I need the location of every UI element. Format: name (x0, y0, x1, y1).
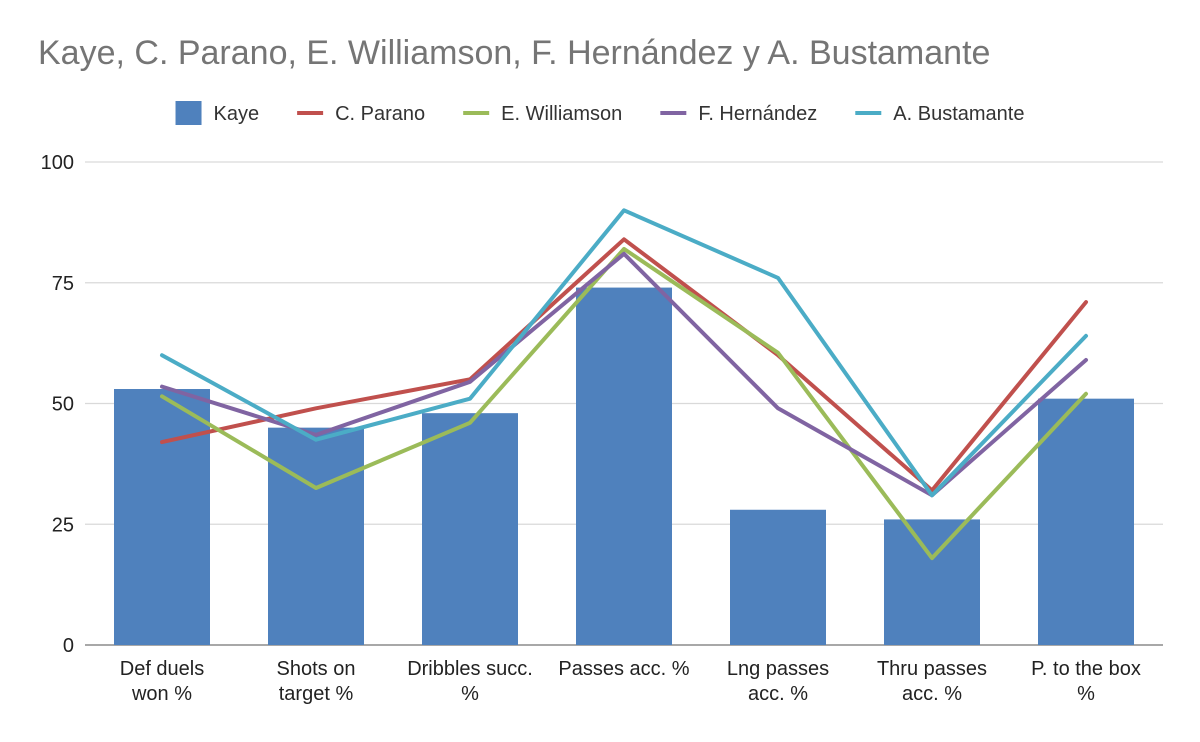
line-e-williamson (160, 246, 1088, 561)
y-tick-label: 0 (63, 635, 74, 657)
legend-label-c-parano: C. Parano (335, 103, 425, 125)
bar-kaye (422, 413, 518, 645)
bar-kaye (1038, 398, 1134, 645)
bar-kaye (884, 519, 980, 645)
chart-title: Kaye, C. Parano, E. Williamson, F. Herná… (38, 34, 991, 72)
legend-label-f-hern-ndez: F. Hernández (698, 103, 817, 125)
line-a-bustamante (160, 208, 1088, 498)
bar-kaye (268, 427, 364, 645)
y-tick-label: 50 (52, 394, 74, 416)
legend-label-kaye: Kaye (214, 103, 260, 125)
legend-label-e-williamson: E. Williamson (501, 103, 622, 125)
y-tick-label: 100 (41, 152, 74, 174)
line-c-parano (160, 237, 1088, 493)
x-tick-label: Passes acc. % (558, 658, 689, 680)
y-tick-label: 75 (52, 273, 74, 295)
axis-layer: 0 25 50 75 100 Def duels won % Shots on target %… (41, 152, 1141, 705)
x-tick-label: Thru passes acc. % (877, 658, 987, 705)
x-tick-label: Dribbles succ.% (407, 658, 533, 705)
x-tick-label: Lng passes acc. % (727, 658, 829, 705)
x-tick-label: Def duels won % (120, 658, 205, 705)
x-tick-label: Shots on target % (277, 658, 356, 705)
bar-kaye (730, 509, 826, 645)
legend-swatch-kaye (175, 101, 202, 125)
legend-label-a-bustamante: A. Bustamante (893, 103, 1024, 125)
x-tick-label: P. to the box% (1031, 658, 1141, 705)
y-tick-label: 25 (52, 514, 74, 536)
bar-kaye (576, 287, 672, 645)
legend-layer: Kaye C. Parano E. Williamson F. Hernández A.… (175, 101, 1024, 125)
bar-layer (114, 287, 1134, 645)
bar-kaye (114, 389, 210, 645)
line-layer (160, 208, 1088, 561)
